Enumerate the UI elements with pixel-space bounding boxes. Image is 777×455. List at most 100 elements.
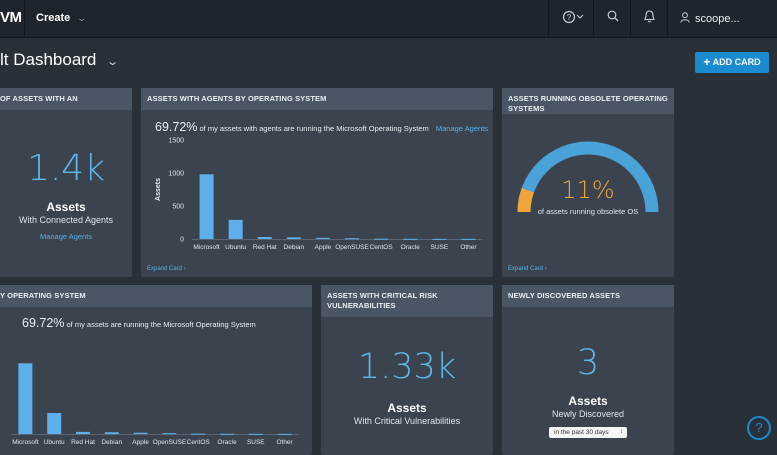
summary-text: of my assets are running the Microsoft O… bbox=[66, 320, 256, 329]
newly-discovered-card: NEWLY DISCOVERED ASSETS 3 Assets Newly D… bbox=[502, 285, 674, 455]
bar-apple bbox=[315, 237, 330, 239]
gauge-fill bbox=[517, 188, 534, 213]
gauge-percent: 11% bbox=[561, 176, 615, 204]
critical-count: 1.33k bbox=[357, 347, 457, 387]
create-label: Create bbox=[36, 12, 71, 24]
help-menu[interactable]: ? bbox=[562, 10, 584, 27]
expand-card-link[interactable]: Expand Card › bbox=[508, 266, 547, 272]
card-title: ASSETS WITH AGENTS BY OPERATING SYSTEM bbox=[141, 88, 493, 110]
card-title: OF ASSETS WITH AN bbox=[0, 88, 132, 110]
user-menu[interactable]: scoope... bbox=[680, 12, 740, 25]
percent-value: 69.72% bbox=[155, 120, 198, 134]
page-title: lt Dashboard bbox=[0, 50, 97, 69]
bar-other bbox=[461, 238, 476, 240]
topbar-divider bbox=[667, 0, 668, 37]
assets-os-bar-chart: Microsoft Ubuntu Red Hat Debian Apple OpenSUS… bbox=[11, 363, 299, 446]
x-tick-label: Oracle bbox=[401, 244, 421, 251]
x-tick-label: CentOS bbox=[370, 244, 394, 251]
svg-text:?: ? bbox=[567, 13, 572, 22]
gauge-track bbox=[517, 141, 659, 213]
top-navigation-bar: VM Create ⌄ ? scoope... bbox=[0, 0, 777, 38]
search-button[interactable] bbox=[607, 10, 619, 25]
x-tick-label: SUSE bbox=[430, 244, 448, 251]
percent-summary: 69.72% of my assets are running the Micr… bbox=[22, 316, 256, 330]
x-tick-label: Ubuntu bbox=[44, 439, 65, 446]
card-title: NEWLY DISCOVERED ASSETS bbox=[502, 285, 674, 307]
expand-card-link[interactable]: Expand Card › bbox=[147, 266, 186, 272]
x-tick-label: OpenSUSE bbox=[335, 244, 369, 251]
expand-card-label: Expand Card bbox=[147, 266, 183, 272]
dashboard-title-dropdown[interactable]: lt Dashboard ⌄ bbox=[0, 50, 119, 70]
bar-suse bbox=[248, 433, 263, 435]
percent-value: 69.72% bbox=[22, 316, 65, 330]
bar-centos bbox=[374, 238, 389, 240]
critical-vulnerabilities-card: ASSETS WITH CRITICAL RISK VULNERABILITIE… bbox=[321, 285, 493, 455]
chevron-down-icon: ⌄ bbox=[76, 13, 88, 23]
topbar-divider bbox=[24, 0, 25, 37]
discovered-count: 3 bbox=[576, 343, 600, 383]
create-menu[interactable]: Create ⌄ bbox=[36, 12, 88, 24]
help-circle-icon[interactable]: ? bbox=[747, 416, 771, 440]
bar-red-hat bbox=[257, 237, 272, 239]
bar-debian bbox=[104, 432, 119, 434]
manage-agents-link[interactable]: Manage Agents bbox=[435, 124, 488, 133]
user-icon bbox=[680, 12, 690, 23]
card-title: ASSETS WITH CRITICAL RISK VULNERABILITIE… bbox=[321, 285, 493, 317]
bar-ubuntu bbox=[47, 413, 62, 434]
assets-sublabel: Newly Discovered bbox=[551, 409, 625, 419]
expand-card-label: Expand Card bbox=[508, 266, 544, 272]
app-logo[interactable]: VM bbox=[0, 9, 22, 26]
bar-oracle bbox=[220, 433, 234, 435]
summary-text: of my assets with agents are running the… bbox=[199, 124, 429, 133]
y-tick-label: 500 bbox=[172, 204, 184, 211]
x-tick-label: SUSE bbox=[247, 439, 265, 446]
topbar-divider bbox=[548, 0, 549, 37]
x-tick-label: Ubuntu bbox=[225, 244, 246, 251]
chevron-down-icon: ↕ bbox=[620, 429, 623, 435]
assets-label: Assets bbox=[568, 394, 608, 408]
card-title: Y OPERATING SYSTEM bbox=[0, 285, 312, 307]
x-tick-label: Apple bbox=[132, 439, 149, 446]
assets-count: 1.4k bbox=[26, 148, 106, 189]
time-range-select[interactable]: in the past 30 days ↕ bbox=[549, 427, 627, 438]
help-icon: ? bbox=[562, 10, 584, 24]
topbar-divider bbox=[630, 0, 631, 37]
agents-by-os-card: ASSETS WITH AGENTS BY OPERATING SYSTEM 6… bbox=[141, 88, 493, 277]
assets-sublabel: With Critical Vulnerabilities bbox=[353, 416, 461, 426]
connected-agents-card: OF ASSETS WITH AN 1.4k Assets With Conne… bbox=[0, 88, 132, 277]
assets-sublabel: With Connected Agents bbox=[18, 215, 114, 225]
user-name: scoope... bbox=[695, 13, 740, 25]
x-tick-label: Microsoft bbox=[12, 439, 39, 446]
bar-apple bbox=[133, 432, 148, 434]
plus-icon: + bbox=[703, 55, 711, 69]
agents-os-bar-chart: 0 500 1000 1500 Assets Microsoft Ubuntu Red Hat… bbox=[155, 138, 483, 251]
manage-agents-link[interactable]: Manage Agents bbox=[39, 232, 93, 241]
x-tick-label: Apple bbox=[315, 244, 332, 251]
x-tick-label: Debian bbox=[101, 439, 122, 446]
y-tick-label: 1500 bbox=[168, 138, 184, 145]
bell-icon bbox=[644, 10, 655, 23]
x-tick-label: Debian bbox=[284, 244, 305, 251]
add-card-label: ADD CARD bbox=[712, 57, 761, 67]
x-tick-label: Other bbox=[460, 244, 477, 251]
x-tick-label: Microsoft bbox=[193, 244, 220, 251]
obsolete-os-gauge bbox=[517, 141, 659, 213]
bar-suse bbox=[432, 238, 447, 240]
add-card-button[interactable]: + ADD CARD bbox=[695, 52, 769, 73]
y-tick-label: 1000 bbox=[168, 171, 184, 178]
x-tick-label: CentOS bbox=[187, 439, 211, 446]
topbar-divider bbox=[593, 0, 594, 37]
assets-by-os-card: Y OPERATING SYSTEM 69.72% of my assets a… bbox=[0, 285, 312, 455]
bar-microsoft bbox=[18, 363, 33, 434]
search-icon bbox=[607, 10, 619, 22]
x-tick-label: Other bbox=[276, 439, 293, 446]
bar-ubuntu bbox=[228, 219, 243, 239]
gauge-label: of assets running obsolete OS bbox=[537, 207, 639, 216]
y-axis-label: Assets bbox=[155, 178, 162, 201]
bar-red-hat bbox=[76, 431, 90, 434]
percent-summary: 69.72% of my assets with agents are runn… bbox=[155, 120, 488, 134]
notifications-button[interactable] bbox=[644, 10, 655, 26]
bar-debian bbox=[286, 237, 301, 239]
bar-centos bbox=[191, 433, 206, 435]
card-title: ASSETS RUNNING OBSOLETE OPERATING SYSTEM… bbox=[502, 88, 674, 114]
